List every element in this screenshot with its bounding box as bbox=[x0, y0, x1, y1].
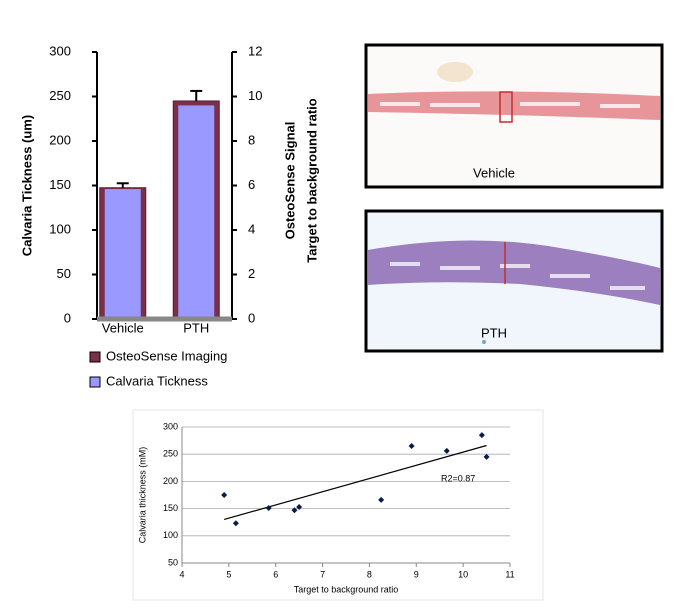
image-caption: Vehicle bbox=[473, 165, 515, 180]
y2-tick-label: 0 bbox=[248, 310, 255, 325]
point bbox=[378, 496, 385, 503]
x-tick-label: 4 bbox=[179, 569, 184, 579]
y-tick-label: 0 bbox=[64, 310, 71, 325]
point bbox=[221, 492, 228, 498]
y-tick-label: 150 bbox=[163, 503, 178, 513]
point bbox=[265, 505, 272, 512]
point bbox=[291, 507, 298, 514]
y-tick-label: 50 bbox=[168, 557, 178, 567]
y-axis-title: Calvaria thickness (mM) bbox=[137, 447, 147, 544]
y-tick-label: 300 bbox=[49, 43, 71, 58]
image-caption: PTH bbox=[481, 325, 507, 340]
y2-axis-title: OsteoSense Signal bbox=[282, 122, 297, 240]
x-tick-label: Vehicle bbox=[102, 320, 144, 335]
y-tick-label: 50 bbox=[57, 266, 71, 281]
legend-label: OsteoSense Imaging bbox=[106, 348, 227, 363]
y-tick-label: 100 bbox=[49, 221, 71, 236]
x-tick-label: 8 bbox=[367, 569, 372, 579]
point bbox=[296, 503, 303, 510]
y2-tick-label: 12 bbox=[248, 43, 262, 58]
y-tick-label: 150 bbox=[49, 177, 71, 192]
vehicle-image bbox=[364, 43, 664, 189]
point bbox=[232, 520, 239, 527]
y2-tick-label: 10 bbox=[248, 88, 262, 103]
x-axis-title: Target to background ratio bbox=[294, 584, 399, 594]
y-tick-label: 100 bbox=[163, 530, 178, 540]
x-tick-label: 7 bbox=[320, 569, 325, 579]
point bbox=[478, 432, 485, 439]
point bbox=[483, 453, 490, 460]
chart-frame bbox=[132, 409, 544, 601]
y-tick-label: 200 bbox=[163, 476, 178, 486]
x-tick-label: 10 bbox=[458, 569, 468, 579]
y-tick-label: 250 bbox=[49, 88, 71, 103]
point bbox=[408, 443, 415, 450]
y2-tick-label: 2 bbox=[248, 266, 255, 281]
y-tick-label: 250 bbox=[163, 449, 178, 459]
y-axis-title: Calvaria Tickness (um) bbox=[19, 115, 34, 256]
x-tick-label: PTH bbox=[183, 320, 209, 335]
y-tick-label: 300 bbox=[163, 421, 178, 431]
bar bbox=[104, 189, 141, 319]
bar bbox=[178, 105, 215, 320]
x-tick-label: 11 bbox=[505, 569, 514, 579]
y-tick-label: 200 bbox=[49, 132, 71, 147]
x-tick-label: 5 bbox=[226, 569, 231, 579]
point bbox=[443, 447, 450, 454]
legend-swatch bbox=[89, 376, 101, 388]
x-tick-label: 6 bbox=[273, 569, 278, 579]
y2-tick-label: 4 bbox=[248, 221, 255, 236]
y2-tick-label: 8 bbox=[248, 132, 255, 147]
y2-tick-label: 6 bbox=[248, 177, 255, 192]
legend-label: Calvaria Tickness bbox=[106, 373, 208, 388]
x-tick-label: 9 bbox=[414, 569, 419, 579]
annotation: R2=0.87 bbox=[441, 473, 475, 483]
legend-swatch bbox=[89, 351, 101, 363]
pth-image bbox=[364, 209, 664, 353]
y2-axis-title: Target to background ratio bbox=[304, 98, 319, 262]
